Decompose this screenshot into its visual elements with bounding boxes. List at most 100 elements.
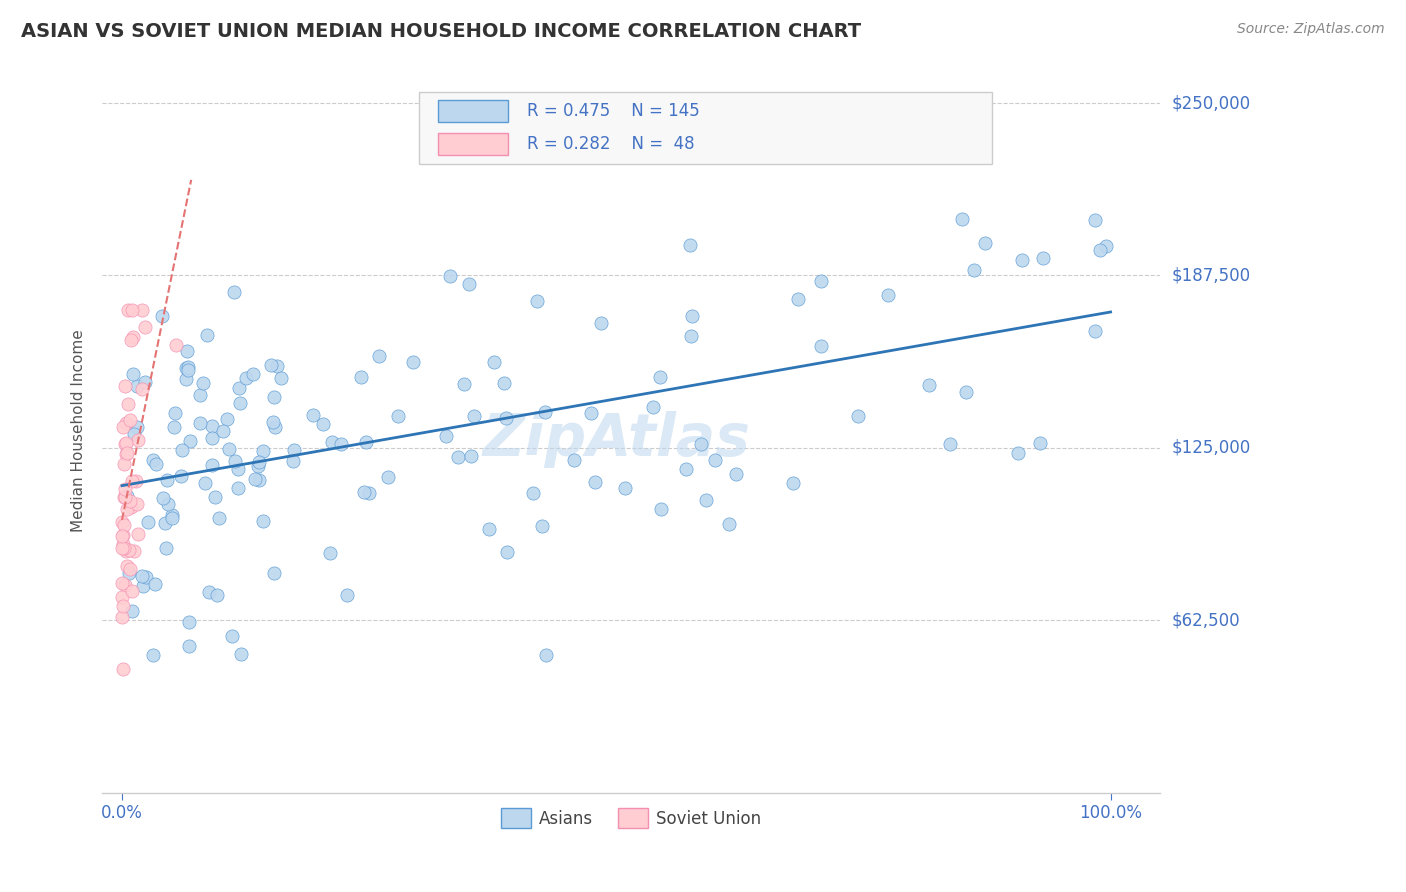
Point [121,302,143,317]
Point [302,408,325,422]
Point [1032,252,1054,266]
Point [434,429,457,443]
Point [446,450,468,465]
Point [690,437,713,451]
Point [1029,436,1052,450]
Point [112,419,135,434]
Point [163,419,186,434]
Point [127,497,149,511]
Point [127,527,149,541]
Point [177,362,200,376]
Point [402,355,425,369]
Point [201,458,224,472]
Point [439,268,461,283]
Point [262,415,284,429]
Point [939,437,962,451]
Point [111,661,134,675]
Point [260,358,283,372]
Point [264,419,287,434]
Point [165,337,187,351]
Point [226,462,249,476]
Point [356,435,378,450]
Point [679,238,702,252]
Point [112,541,135,556]
Point [318,546,340,560]
Point [579,406,602,420]
Point [562,453,585,467]
Point [281,454,304,468]
Text: $125,000: $125,000 [1171,439,1250,457]
Point [782,475,804,490]
Point [122,543,145,558]
Point [1084,324,1107,338]
Point [245,472,267,486]
Point [336,588,359,602]
Point [114,578,136,592]
Point [204,490,226,504]
Point [177,639,200,653]
Point [460,449,482,463]
Point [112,517,135,532]
Text: $250,000: $250,000 [1171,94,1250,112]
Point [242,367,264,381]
Point [246,458,269,473]
Point [134,375,156,389]
Point [115,447,138,461]
Point [226,482,249,496]
Point [136,515,159,529]
Point [115,416,138,430]
Point [201,419,224,434]
Point [179,615,201,629]
Point [115,489,138,503]
Point [846,409,869,423]
Point [1088,243,1111,257]
Point [495,411,517,425]
Point [681,310,703,324]
Point [152,491,174,506]
Point [222,285,245,300]
Point [643,401,665,415]
Bar [439,100,508,122]
Point [353,484,375,499]
Point [950,211,973,226]
Point [350,370,373,384]
Point [120,500,142,514]
Point [228,381,250,395]
Text: R = 0.282    N =  48: R = 0.282 N = 48 [527,136,695,153]
Point [522,486,544,500]
Point [218,442,240,457]
Point [179,434,201,448]
Point [534,648,557,662]
Point [115,502,138,516]
Point [160,511,183,525]
Point [121,474,143,488]
Text: ASIAN VS SOVIET UNION MEDIAN HOUSEHOLD INCOME CORRELATION CHART: ASIAN VS SOVIET UNION MEDIAN HOUSEHOLD I… [21,22,862,41]
Point [131,302,153,317]
Point [703,453,725,467]
Point [153,516,176,531]
Point [120,413,142,427]
Point [131,382,153,396]
Point [112,490,135,504]
Point [478,522,501,536]
Point [247,455,270,469]
Point [263,566,285,580]
Point [387,409,409,424]
Point [215,412,238,426]
Point [211,424,233,438]
Point [207,511,229,525]
Point [142,452,165,467]
Point [717,517,740,532]
Point [118,543,141,558]
Point [810,339,832,353]
Point [155,541,177,555]
Point [583,475,606,490]
Point [143,577,166,591]
Point [205,588,228,602]
Text: $187,500: $187,500 [1171,267,1250,285]
Point [165,406,187,420]
Point [122,368,145,382]
Point [115,559,138,574]
Point [224,454,246,468]
Point [810,274,832,288]
